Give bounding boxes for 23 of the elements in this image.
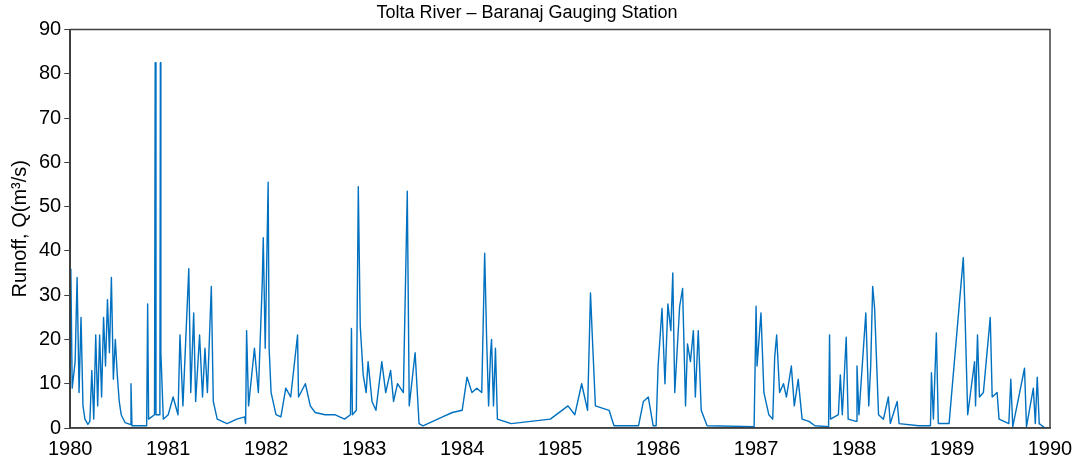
y-tick-label: 20 xyxy=(39,326,62,349)
y-tick-label: 90 xyxy=(39,17,62,40)
y-tick-label: 0 xyxy=(50,415,62,438)
x-tick-label: 1981 xyxy=(145,436,191,459)
y-tick-label: 50 xyxy=(39,194,62,217)
x-tick-label: 1990 xyxy=(1027,436,1073,459)
y-axis-title: Runoff, Q(m³/s) xyxy=(7,160,30,298)
y-tick-label: 40 xyxy=(39,238,62,261)
x-tick-label: 1987 xyxy=(733,436,779,459)
x-tick-label: 1985 xyxy=(537,436,583,459)
chart-title: Tolta River – Baranaj Gauging Station xyxy=(376,1,678,22)
y-tick-label: 30 xyxy=(39,282,62,305)
x-tick-label: 1988 xyxy=(831,436,877,459)
x-tick-label: 1989 xyxy=(929,436,975,459)
x-tick-label: 1983 xyxy=(341,436,387,459)
x-tick-label: 1980 xyxy=(48,436,93,459)
x-tick-label: 1982 xyxy=(243,436,289,459)
y-tick-label: 10 xyxy=(39,371,62,394)
x-tick-label: 1986 xyxy=(635,436,681,459)
y-tick-label: 80 xyxy=(39,61,62,84)
x-tick-label: 1984 xyxy=(439,436,485,459)
y-tick-label: 70 xyxy=(39,105,62,128)
y-tick-label: 60 xyxy=(39,149,62,172)
